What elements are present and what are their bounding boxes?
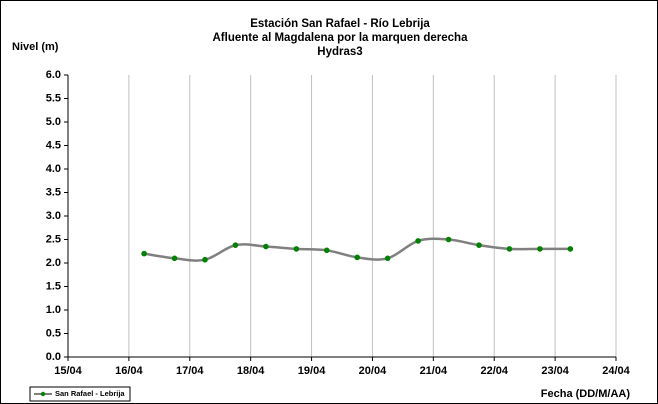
y-tick-label: 6.0 bbox=[46, 69, 61, 81]
point bbox=[384, 255, 391, 262]
point bbox=[171, 255, 178, 262]
x-tick-label: 15/04 bbox=[54, 365, 82, 377]
point bbox=[141, 250, 147, 257]
chart-title: Hydras3 bbox=[317, 46, 362, 58]
x-tick-label: 16/04 bbox=[115, 365, 143, 377]
point bbox=[232, 242, 239, 248]
y-tick-label: 5.5 bbox=[46, 92, 61, 104]
point bbox=[323, 247, 330, 254]
x-tick-label: 23/04 bbox=[541, 365, 569, 377]
legend-label: San Rafael - Lebrija bbox=[55, 389, 125, 398]
legend-box bbox=[29, 386, 131, 402]
y-tick-label: 1.0 bbox=[46, 304, 61, 316]
x-tick-label: 17/04 bbox=[176, 365, 204, 377]
point bbox=[293, 246, 300, 252]
x-tick-label: 20/04 bbox=[359, 365, 387, 377]
y-tick-label: 5.0 bbox=[46, 116, 61, 128]
x-tick-label: 18/04 bbox=[237, 365, 265, 377]
point bbox=[567, 246, 574, 252]
legend-marker bbox=[40, 391, 46, 397]
y-tick-label: 2.5 bbox=[46, 233, 61, 245]
y-tick-label: 1.5 bbox=[46, 280, 61, 292]
x-axis-label: Fecha (DD/M/AA) bbox=[541, 388, 631, 400]
y-tick-label: 0.0 bbox=[46, 351, 61, 363]
x-tick-label: 21/04 bbox=[420, 365, 448, 377]
y-tick-label: 0.5 bbox=[46, 327, 61, 339]
point bbox=[263, 243, 269, 250]
x-tick-label: 22/04 bbox=[480, 365, 508, 377]
point bbox=[415, 238, 421, 244]
point bbox=[506, 246, 513, 252]
y-tick-label: 4.0 bbox=[46, 163, 61, 175]
point bbox=[354, 254, 361, 261]
y-axis-label: Nivel (m) bbox=[12, 41, 59, 53]
y-tick-label: 3.0 bbox=[46, 210, 61, 222]
y-tick-label: 3.5 bbox=[46, 186, 61, 198]
point bbox=[476, 242, 482, 248]
x-tick-label: 19/04 bbox=[298, 365, 326, 377]
point bbox=[537, 246, 543, 252]
x-tick-label: 24/04 bbox=[602, 365, 630, 377]
point bbox=[445, 236, 452, 243]
chart-title: Estación San Rafael - Río Lebrija bbox=[250, 18, 430, 30]
y-tick-label: 4.5 bbox=[46, 139, 61, 151]
chart-title: Afluente al Magdalena por la marquen der… bbox=[213, 32, 469, 44]
point bbox=[202, 256, 208, 263]
plot-area bbox=[68, 75, 616, 357]
y-tick-label: 2.0 bbox=[46, 257, 61, 269]
